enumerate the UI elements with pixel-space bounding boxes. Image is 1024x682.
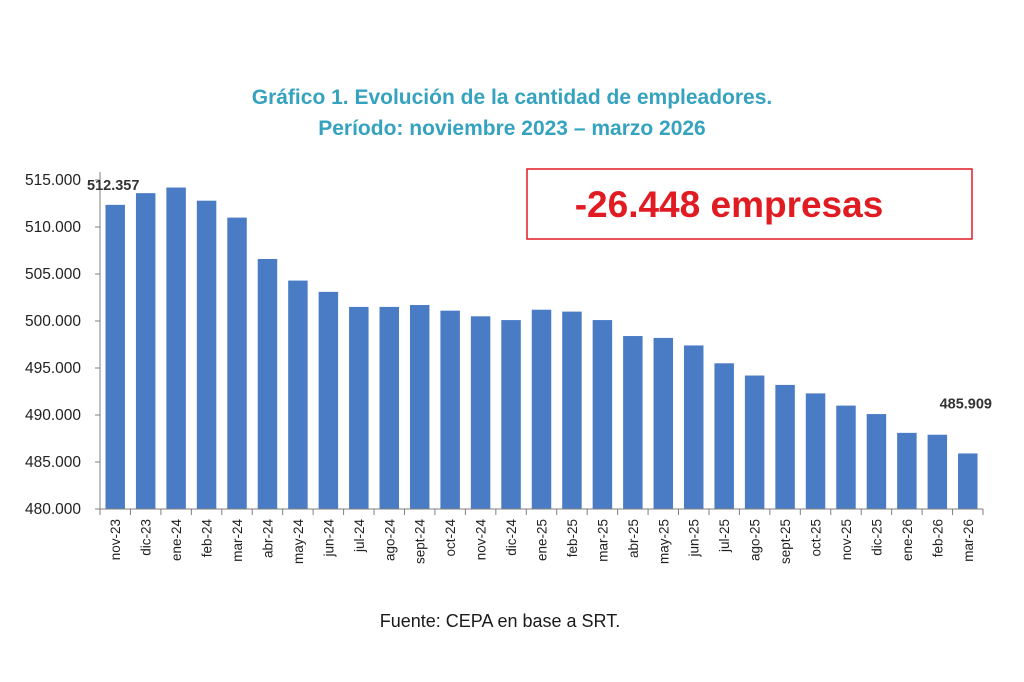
- y-tick-label: 505.000: [25, 266, 81, 283]
- bar-ene-25: [531, 309, 552, 509]
- bar-may-25: [653, 337, 674, 509]
- bar-jul-25: [714, 363, 734, 509]
- bar-feb-26: [927, 434, 948, 509]
- x-tick-label: feb-24: [200, 519, 215, 558]
- x-tick-label: feb-26: [930, 519, 945, 557]
- x-tick-label: dic-25: [869, 519, 884, 556]
- x-tick-label: oct-24: [443, 519, 458, 557]
- bars: [105, 187, 978, 510]
- bar-jun-24: [318, 291, 339, 509]
- bar-feb-25: [562, 311, 582, 509]
- bar-dic-23: [135, 193, 156, 509]
- y-tick-label: 495.000: [25, 360, 81, 377]
- chart-title: Gráfico 1. Evolución de la cantidad de e…: [252, 86, 773, 109]
- x-tick-label: ene-26: [900, 519, 915, 561]
- x-tick-label: dic-23: [139, 519, 154, 556]
- bar-mar-25: [592, 320, 613, 509]
- x-tick-label: sept-25: [778, 519, 793, 564]
- x-tick-label: jun-25: [687, 519, 702, 558]
- bar-sept-24: [409, 305, 430, 509]
- x-tick-label: dic-24: [504, 519, 519, 556]
- x-tick-label: nov-23: [108, 519, 123, 560]
- x-axis: nov-23 dic-23 ene-24 feb-24 mar-24 abr-24 may-…: [99, 508, 984, 565]
- data-labels: 512.357 485.909: [87, 178, 992, 412]
- bar-nov-24: [470, 316, 491, 509]
- y-tick-label: 490.000: [25, 407, 81, 424]
- bar-may-24: [288, 280, 308, 509]
- x-tick-label: may-25: [656, 519, 671, 564]
- x-tick-label: jul-24: [352, 519, 367, 554]
- bar-nov-25: [836, 405, 856, 509]
- x-tick-label: ago-24: [382, 519, 397, 562]
- bar-mar-26: [958, 453, 978, 509]
- bar-feb-24: [196, 200, 217, 509]
- bar-abr-24: [257, 258, 278, 509]
- x-tick-label: oct-25: [809, 519, 824, 557]
- bar-oct-25: [805, 393, 826, 509]
- x-tick-label: nov-24: [474, 519, 489, 561]
- bar-ago-24: [379, 306, 400, 509]
- x-tick-label: mar-26: [961, 519, 976, 562]
- annotation-text: -26.448 empresas: [575, 184, 884, 225]
- x-tick-label: abr-25: [626, 519, 641, 558]
- bar-jun-25: [683, 345, 704, 509]
- x-tick-label: ene-24: [169, 519, 184, 562]
- x-tick-label: may-24: [291, 519, 306, 565]
- bar-abr-25: [623, 336, 643, 509]
- bar-ago-25: [744, 375, 765, 509]
- annotation-box: [526, 168, 973, 240]
- x-tick-label: ene-25: [535, 519, 550, 561]
- x-tick-label: mar-24: [230, 519, 245, 562]
- bar-ene-24: [166, 187, 186, 509]
- bar-dic-24: [501, 320, 521, 509]
- data-label-nov-23: 512.357: [87, 178, 139, 194]
- x-tick-label: jun-24: [321, 519, 336, 558]
- annotation-callout: -26.448 empresas: [526, 168, 973, 240]
- bar-dic-25: [866, 414, 887, 509]
- bar-jul-24: [349, 306, 369, 509]
- y-tick-label: 485.000: [25, 454, 81, 471]
- data-label-mar-26: 485.909: [940, 396, 992, 412]
- bar-oct-24: [440, 310, 460, 509]
- bar-mar-24: [227, 217, 247, 509]
- x-tick-label: ago-25: [748, 519, 763, 561]
- x-tick-label: jul-25: [717, 519, 732, 553]
- x-tick-label: sept-24: [413, 519, 428, 565]
- chart-subtitle: Período: noviembre 2023 – marzo 2026: [318, 117, 706, 140]
- y-tick-label: 480.000: [25, 501, 81, 518]
- x-tick-label: mar-25: [595, 519, 610, 562]
- y-tick-label: 510.000: [25, 219, 81, 236]
- bar-ene-26: [897, 432, 917, 509]
- x-tick-label: abr-24: [260, 519, 275, 559]
- y-axis: 480.000 485.000 490.000 495.000 500.000 505.0…: [25, 172, 101, 518]
- source-note: Fuente: CEPA en base a SRT.: [380, 611, 620, 631]
- x-tick-label: nov-25: [839, 519, 854, 560]
- x-tick-label: feb-25: [565, 519, 580, 557]
- y-tick-label: 500.000: [25, 313, 81, 330]
- y-tick-label: 515.000: [25, 172, 81, 189]
- bar-nov-23: [105, 204, 125, 510]
- bar-sept-25: [775, 384, 795, 509]
